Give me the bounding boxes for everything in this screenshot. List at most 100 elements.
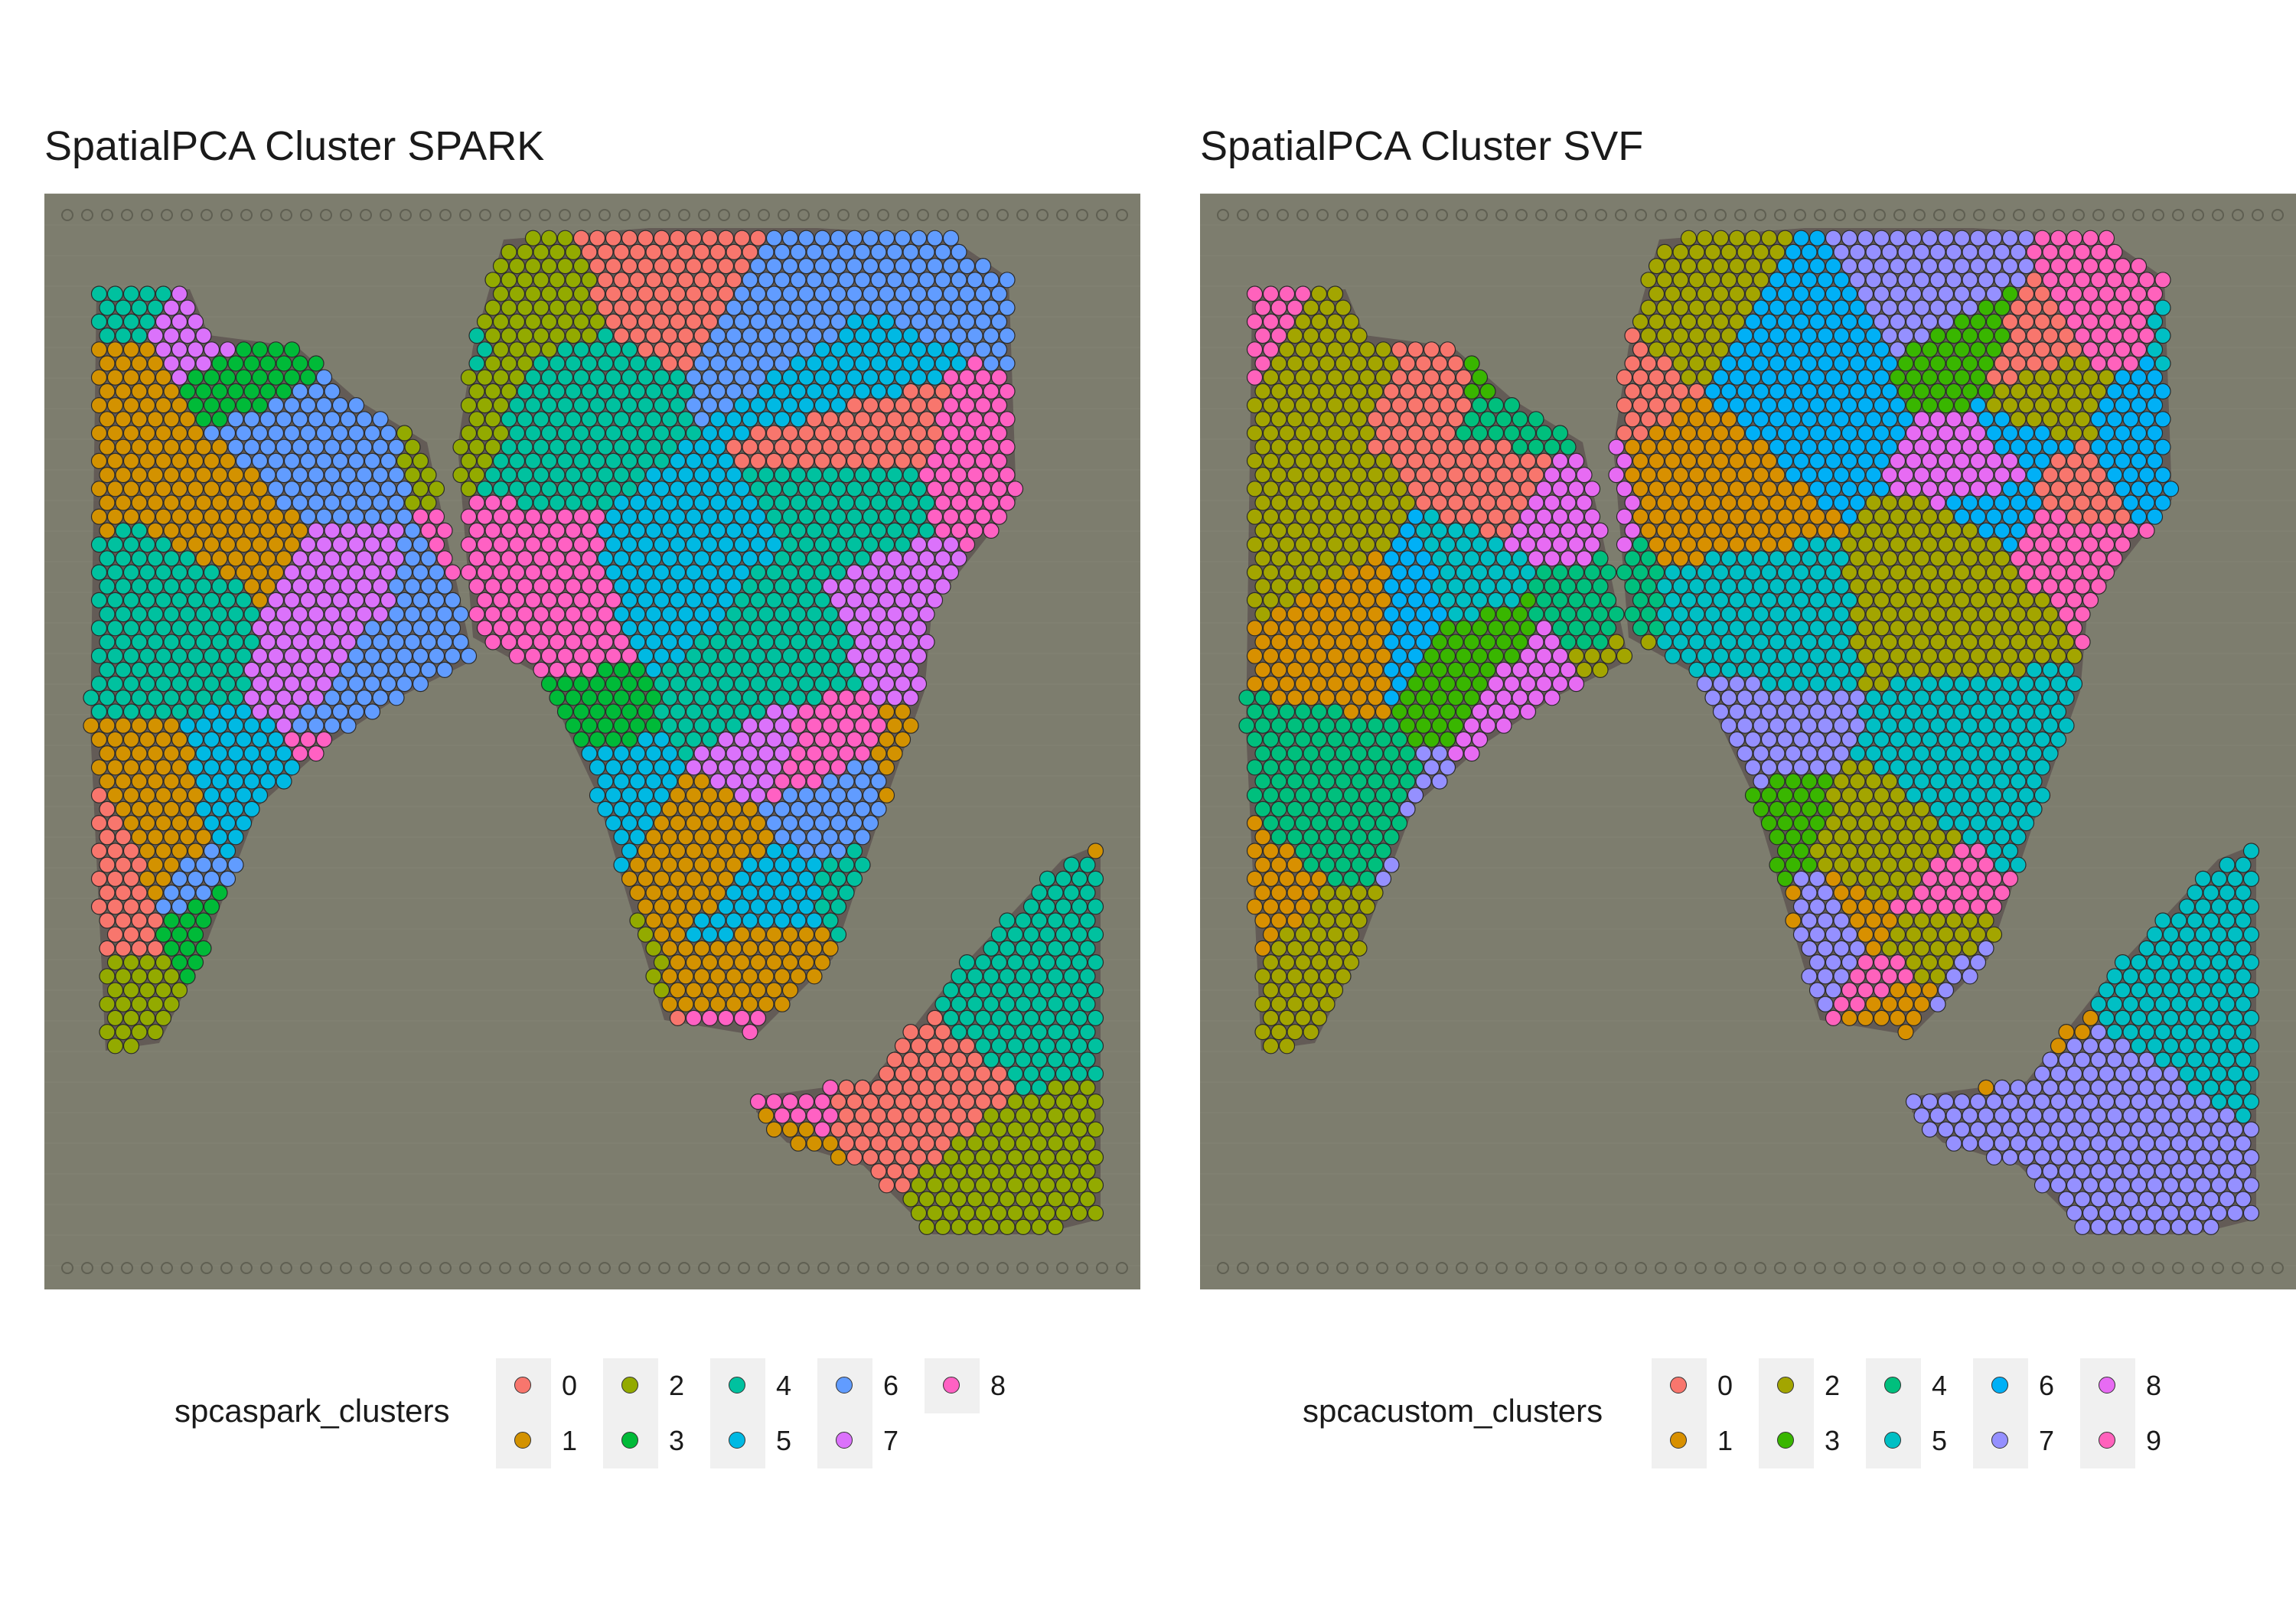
spot-cluster-2 (1929, 522, 1946, 539)
spot-cluster-1 (790, 1135, 807, 1152)
spot-cluster-6 (1737, 383, 1753, 399)
spot-cluster-5 (1994, 689, 2011, 706)
spot-cluster-2 (2001, 397, 2019, 414)
spot-cluster-4 (693, 689, 710, 706)
slide-band (44, 1112, 1140, 1113)
spot-cluster-6 (1841, 313, 1858, 330)
spot-cluster-2 (1921, 564, 1939, 581)
spot-cluster-1 (1287, 689, 1303, 706)
spot-cluster-2 (1351, 550, 1368, 567)
spot-cluster-4 (1294, 843, 1312, 859)
spot-cluster-2 (1358, 898, 1376, 915)
spot-cluster-1 (1680, 508, 1698, 525)
spot-cluster-0 (1455, 508, 1473, 525)
spot-cluster-6 (951, 328, 967, 344)
spot-cluster-6 (283, 481, 301, 497)
spot-cluster-6 (1737, 411, 1753, 428)
spot-cluster-1 (1342, 564, 1360, 581)
spot-cluster-6 (910, 230, 928, 246)
spot-cluster-2 (1351, 522, 1368, 539)
spot-cluster-5 (677, 467, 694, 484)
spot-cluster-7 (299, 647, 317, 664)
spot-cluster-8 (1616, 536, 1633, 553)
spot-cluster-2 (1913, 800, 1930, 818)
spot-cluster-0 (862, 1093, 879, 1110)
spot-cluster-4 (1287, 800, 1303, 818)
spot-cluster-6 (1785, 383, 1802, 399)
spot-cluster-8 (926, 508, 944, 525)
spot-cluster-2 (122, 953, 140, 971)
spot-cluster-0 (894, 1093, 912, 1110)
spot-cluster-1 (677, 968, 694, 985)
spot-cluster-6 (276, 467, 292, 484)
spot-cluster-5 (717, 592, 735, 609)
spot-cluster-5 (1985, 787, 2003, 804)
legend-label: 1 (562, 1425, 578, 1456)
spot-cluster-4 (846, 675, 863, 693)
spot-cluster-3 (1495, 634, 1512, 650)
spot-cluster-8 (492, 508, 510, 525)
spot-cluster-2 (1994, 578, 2011, 595)
spot-cluster-9 (2098, 257, 2115, 275)
spot-cluster-1 (1294, 898, 1312, 915)
spot-cluster-5 (1672, 578, 1689, 595)
spot-cluster-1 (645, 856, 662, 873)
spot-cluster-6 (2146, 452, 2164, 469)
spot-cluster-6 (2146, 397, 2164, 414)
spot-cluster-5 (1833, 634, 1850, 650)
spot-cluster-5 (1808, 675, 1826, 693)
spot-cluster-3 (203, 369, 220, 386)
spot-cluster-8 (1921, 425, 1939, 442)
spot-cluster-5 (2001, 731, 2019, 748)
spot-cluster-0 (1632, 341, 1649, 358)
spot-cluster-6 (934, 243, 951, 261)
spot-cluster-2 (565, 272, 582, 288)
spot-cluster-1 (259, 578, 276, 595)
spot-cluster-5 (1889, 731, 1906, 748)
spot-cluster-7 (308, 605, 325, 623)
spot-cluster-4 (187, 620, 204, 637)
spot-cluster-6 (308, 717, 325, 734)
spot-cluster-1 (155, 452, 172, 469)
spot-cluster-1 (267, 508, 285, 525)
spot-cluster-9 (1889, 898, 1906, 915)
spot-cluster-7 (251, 675, 269, 693)
spot-cluster-4 (854, 856, 871, 873)
spot-cluster-1 (90, 369, 108, 386)
spot-cluster-9 (1921, 898, 1939, 915)
spot-cluster-7 (846, 620, 863, 637)
spot-cluster-4 (1063, 996, 1080, 1012)
spot-cluster-6 (1801, 328, 1818, 344)
spot-cluster-7 (299, 536, 317, 553)
spot-cluster-6 (203, 870, 220, 888)
spot-cluster-1 (1270, 856, 1287, 873)
spot-cluster-4 (742, 467, 758, 484)
spot-cluster-2 (1319, 328, 1336, 344)
spot-cluster-2 (122, 1038, 140, 1054)
spot-cluster-7 (1849, 717, 1866, 734)
spot-cluster-9 (2058, 299, 2075, 316)
spot-cluster-2 (1063, 1079, 1080, 1097)
spot-cluster-6 (846, 257, 863, 275)
spot-cluster-4 (1262, 731, 1280, 748)
spot-cluster-6 (2114, 452, 2131, 469)
spot-cluster-1 (243, 522, 260, 539)
spot-cluster-4 (814, 647, 831, 664)
spot-cluster-6 (862, 787, 879, 804)
spot-cluster-5 (846, 341, 863, 358)
spot-cluster-6 (340, 494, 357, 511)
spot-cluster-4 (106, 313, 124, 330)
spot-cluster-2 (1022, 1177, 1040, 1194)
spot-cluster-8 (958, 508, 976, 525)
spot-cluster-2 (999, 1162, 1016, 1180)
spot-cluster-5 (910, 341, 928, 358)
fiducial-spot (1296, 209, 1309, 221)
spot-cluster-7 (870, 578, 887, 595)
spot-cluster-6 (951, 272, 967, 288)
fiducial-spot (678, 209, 690, 221)
spot-cluster-6 (1881, 411, 1898, 428)
spot-cluster-7 (243, 689, 260, 706)
spot-cluster-6 (1792, 230, 1810, 246)
spot-cluster-4 (1583, 564, 1601, 581)
spot-cluster-4 (1015, 1079, 1032, 1097)
